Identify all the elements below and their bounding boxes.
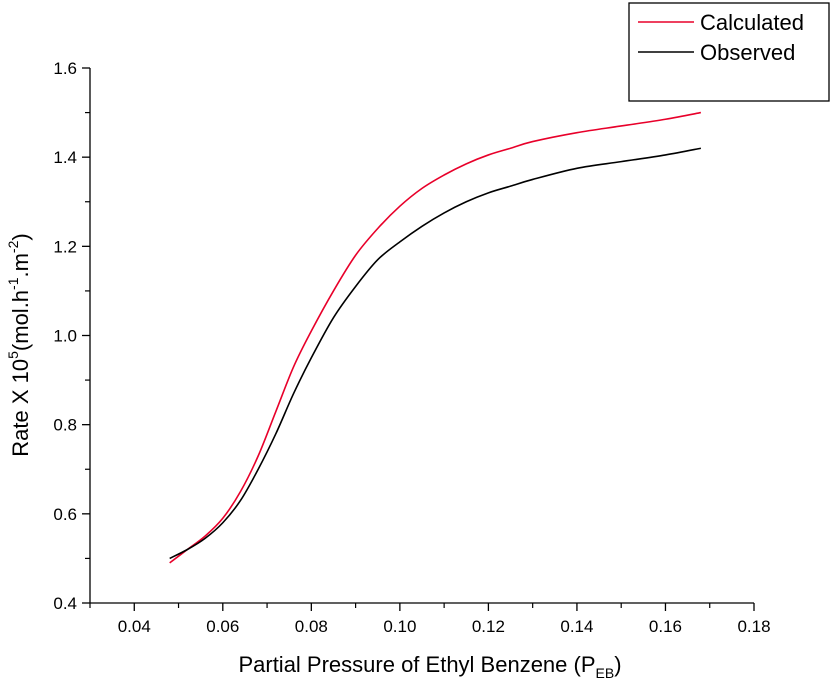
x-tick-label: 0.12 xyxy=(472,617,505,636)
y-tick-label: 1.0 xyxy=(53,327,77,346)
y-tick-label: 0.4 xyxy=(53,594,77,613)
y-tick-label: 1.4 xyxy=(53,148,77,167)
x-tick-label: 0.06 xyxy=(206,617,239,636)
x-tick-label: 0.16 xyxy=(649,617,682,636)
legend: Calculated Observed xyxy=(628,2,830,102)
series-line-calculated xyxy=(169,111,702,564)
legend-label-calculated: Calculated xyxy=(700,10,804,35)
x-tick-label: 0.04 xyxy=(118,617,151,636)
y-ticks: 0.4 0.6 0.8 1.0 1.2 1.4 1.6 xyxy=(53,59,90,613)
x-tick-label: 0.08 xyxy=(295,617,328,636)
y-tick-label: 0.8 xyxy=(53,416,77,435)
x-tick-label: 0.18 xyxy=(737,617,770,636)
x-axis-title: Partial Pressure of Ethyl Benzene (PEB) xyxy=(238,652,621,681)
axes xyxy=(89,68,754,604)
y-tick-label: 1.2 xyxy=(53,237,77,256)
x-ticks: 0.04 0.06 0.08 0.10 0.12 0.14 0.16 0.18 xyxy=(89,603,771,636)
series-layer xyxy=(169,111,702,564)
legend-label-observed: Observed xyxy=(700,40,795,65)
y-tick-label: 1.6 xyxy=(53,59,77,78)
x-tick-label: 0.10 xyxy=(383,617,416,636)
y-tick-label: 0.6 xyxy=(53,505,77,524)
x-tick-label: 0.14 xyxy=(560,617,593,636)
series-line-observed xyxy=(169,147,702,560)
y-axis-title: Rate X 105(mol.h-1.m-2) xyxy=(5,233,33,456)
